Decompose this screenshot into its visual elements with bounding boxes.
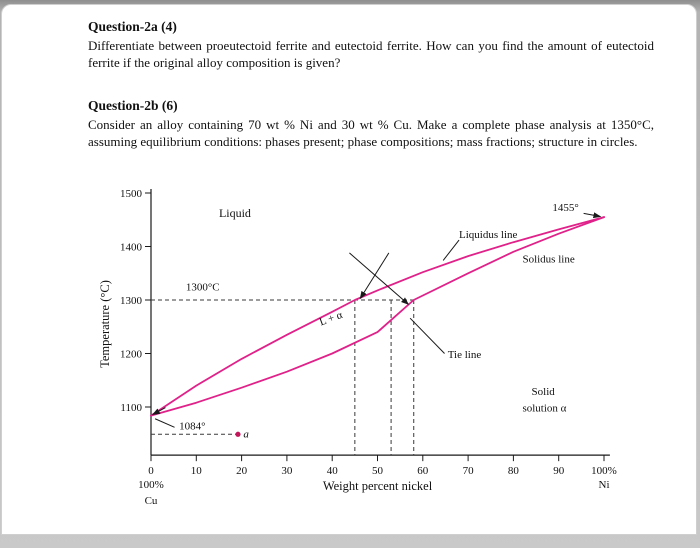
cu-100pct-label: 100% <box>138 479 164 491</box>
question-2a: Question-2a (4) Differentiate between pr… <box>88 19 654 71</box>
point-a-dot <box>235 431 241 437</box>
cu-label: Cu <box>145 495 158 507</box>
question-2a-body: Differentiate between proeutectoid ferri… <box>88 38 654 70</box>
x-tick-label: 90 <box>553 465 565 477</box>
x-tick-label: 100% <box>591 465 617 477</box>
pointer-arrow <box>349 252 410 305</box>
x-tick-label: 50 <box>372 465 384 477</box>
x-tick-label: 40 <box>327 465 339 477</box>
y-axis-title: Temperature (°C) <box>98 280 112 368</box>
x-tick-label: 80 <box>508 465 520 477</box>
label-1300: 1300°C <box>186 281 220 293</box>
y-tick-label: 1300 <box>120 295 143 307</box>
leader-line <box>442 239 460 261</box>
y-tick-label: 1100 <box>120 402 142 414</box>
l-plus-alpha-label: L + α <box>318 309 345 328</box>
y-tick-label: 1200 <box>120 349 143 361</box>
tie-line-label: Tie line <box>448 349 482 361</box>
solution-alpha-label: solution α <box>522 402 566 414</box>
liquidus-label: Liquidus line <box>459 229 517 241</box>
pointer-arrow <box>583 212 602 219</box>
x-tick-label: 0 <box>148 465 154 477</box>
x-tick-label: 70 <box>463 465 475 477</box>
question-2a-title: Question-2a (4) <box>88 19 177 34</box>
x-axis-title: Weight percent nickel <box>323 479 433 493</box>
questions-text-block: Question-2a (4) Differentiate between pr… <box>2 5 696 150</box>
pointer-arrow <box>151 407 166 415</box>
x-tick-label: 60 <box>417 465 429 477</box>
label-1455: 1455° <box>552 202 578 214</box>
pointer-arrow <box>359 252 390 300</box>
document-card: Question-2a (4) Differentiate between pr… <box>1 4 697 535</box>
point-a-label: a <box>243 428 249 440</box>
solidus-label: Solidus line <box>522 254 574 266</box>
solid-label: Solid <box>532 386 556 398</box>
question-2b: Question-2b (6) Consider an alloy contai… <box>88 98 654 150</box>
liquid-label: Liquid <box>219 206 251 220</box>
label-1084: 1084° <box>179 420 205 432</box>
leader-line <box>154 418 175 428</box>
ni-label: Ni <box>599 479 610 491</box>
question-2b-body: Consider an alloy containing 70 wt % Ni … <box>88 117 654 149</box>
y-tick-label: 1400 <box>120 242 143 254</box>
x-tick-label: 10 <box>191 465 203 477</box>
x-tick-label: 30 <box>281 465 293 477</box>
y-tick-label: 1500 <box>120 188 143 200</box>
solidus-curve <box>150 216 605 417</box>
question-2b-title: Question-2b (6) <box>88 98 178 113</box>
phase-diagram: 0 10 20 30 40 50 60 70 80 90 100% 1100 1200 1300 1400 1… <box>98 188 617 507</box>
leader-line <box>409 317 445 354</box>
x-tick-label: 20 <box>236 465 248 477</box>
